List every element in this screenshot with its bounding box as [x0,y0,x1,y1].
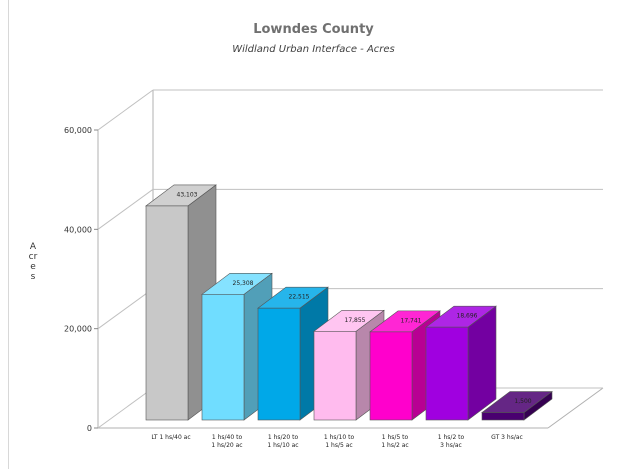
gridline-side [97,387,154,429]
bar-front [481,412,525,421]
data-label: 22,515 [289,294,310,301]
frame-border [8,0,9,469]
category-label: 1 hs/10 ac [267,442,298,449]
category-label: LT 1 hs/40 ac [151,434,190,441]
data-labels: 43,103 25,308 22,515 17,855 17,741 18,696 1,50… [177,191,532,405]
category-label: 1 hs/5 to [382,434,409,441]
data-label: 1,500 [514,398,531,405]
category-label: 1 hs/2 to [438,434,465,441]
bar-front [257,307,301,421]
category-label: 3 hs/ac [440,442,462,449]
category-label: 1 hs/20 ac [211,442,242,449]
data-label: 17,741 [401,317,422,324]
bar [425,305,497,421]
data-label: 25,308 [233,280,254,287]
bar-front [313,331,357,421]
y-axis-label: Acres [28,242,38,282]
y-tick-label: 0 [87,424,92,433]
category-label: 1 hs/40 to [212,434,243,441]
y-tick-label: 20,000 [64,325,92,334]
bar-front [425,326,469,421]
data-label: 18,696 [457,313,478,320]
gridline-side [97,89,154,131]
category-label: 1 hs/2 ac [381,442,408,449]
chart-title: Lowndes County [253,22,374,37]
gridline-side [97,188,154,230]
data-label: 43,103 [177,191,198,198]
y-axis-ticks: 0 20,000 40,000 60,000 [64,126,98,433]
bars [145,184,553,421]
bar [481,390,553,421]
category-label: 1 hs/20 to [268,434,299,441]
y-tick-label: 60,000 [64,126,92,135]
data-label: 17,855 [345,317,366,324]
category-label: 1 hs/10 to [324,434,355,441]
y-tick-label: 40,000 [64,225,92,234]
chart-subtitle: Wildland Urban Interface - Acres [232,44,395,55]
bar-front [201,294,245,421]
x-axis-labels: LT 1 hs/40 ac 1 hs/40 to1 hs/20 ac 1 hs/20… [151,434,522,449]
bar-front [369,331,413,421]
category-label: GT 3 hs/ac [491,434,523,441]
bar-front [145,205,189,421]
category-label: 1 hs/5 ac [325,442,352,449]
floor-right-edge [547,387,604,429]
gridline-side [97,288,154,330]
